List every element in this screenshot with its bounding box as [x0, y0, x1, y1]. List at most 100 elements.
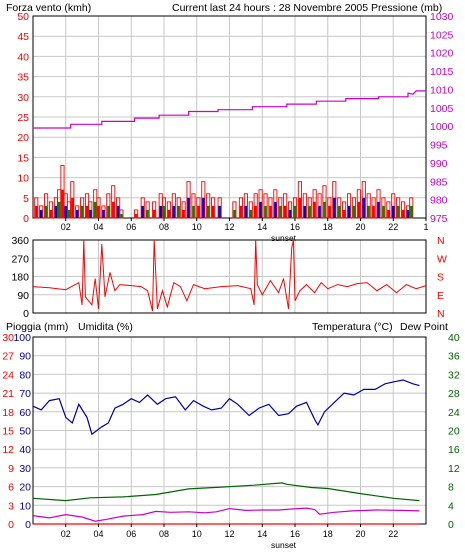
x-tick-label: 20: [355, 529, 365, 539]
y-tick-label: 25: [17, 112, 29, 124]
y-tick-label: 6: [8, 482, 14, 494]
wind-avg-bar: [372, 205, 375, 218]
y-tick-label: 1020: [430, 48, 454, 60]
wind-avg-bar: [396, 205, 400, 218]
wind-avg-bar: [401, 209, 405, 218]
y-tick-label: 1025: [430, 29, 454, 41]
compass-label-s: S: [437, 272, 444, 284]
y-tick-label: 15: [17, 152, 29, 164]
y-tick-label: 24: [448, 407, 460, 419]
wind-avg-bar: [116, 205, 120, 218]
compass-label-n: N: [437, 308, 445, 320]
wind-avg-bar: [333, 197, 336, 218]
wind-avg-bar: [187, 197, 190, 218]
wind-avg-bar: [192, 205, 195, 218]
y-tick-label: 30: [19, 463, 31, 475]
wind-avg-bar: [377, 201, 380, 218]
wind-avg-bar: [202, 197, 205, 218]
y-tick-label: 24: [2, 369, 14, 381]
direction-line: [32, 239, 427, 312]
y-tick-label: 45: [17, 31, 29, 43]
bottom-ticks: 0369121518212427300102030405060708090100…: [2, 332, 460, 531]
wind-avg-bar: [152, 209, 156, 218]
x-tick-label: 10: [192, 529, 202, 539]
y-tick-label: 50: [17, 11, 29, 23]
y-tick-label: 0: [448, 519, 454, 531]
wind-avg-bar: [162, 205, 166, 218]
x-tick-label: 04: [93, 222, 103, 232]
y-tick-label: 90: [19, 351, 31, 363]
wind-avg-bar: [382, 205, 385, 218]
x-tick-label: 08: [159, 222, 169, 232]
compass-label-w: W: [437, 253, 447, 265]
wind-avg-bar: [254, 205, 257, 218]
wind-avg-bar: [207, 205, 210, 218]
wind-avg-bar: [410, 205, 413, 218]
y-tick-label: 32: [448, 369, 460, 381]
top-panel: Forza vento (kmh) Current last 24 hours …: [6, 2, 454, 243]
bottom-grid: [32, 336, 427, 525]
wind-avg-bar: [172, 205, 176, 218]
y-tick-label: 1000: [430, 121, 454, 133]
y-tick-label: 1005: [430, 103, 454, 115]
wind-avg-bar: [406, 209, 410, 218]
y-tick-label: 985: [430, 176, 448, 188]
wind-avg-bar: [64, 205, 67, 218]
wind-avg-bar: [107, 205, 110, 218]
wind-avg-bar: [58, 201, 61, 218]
mid-ticks: 0 90 180 270 360: [11, 235, 29, 320]
x-tick-label: 06: [126, 222, 136, 232]
y-tick-label: 90: [17, 290, 29, 302]
y-tick-label: 21: [2, 388, 14, 400]
humidity-label: Umidita (%): [78, 321, 133, 333]
y-tick-label: 980: [430, 195, 448, 207]
y-tick-label: 995: [430, 140, 448, 152]
wind-avg-bar: [44, 205, 48, 218]
y-tick-label: 15: [2, 426, 14, 438]
y-tick-label: 28: [448, 388, 460, 400]
wind-speed-label: Forza vento (kmh): [6, 2, 91, 14]
bottom-panel: Pioggia (mm) Umidita (%) Temperatura (°C…: [2, 321, 460, 550]
y-tick-label: 12: [2, 444, 14, 456]
wind-avg-bar: [94, 201, 97, 218]
wind-avg-bar: [134, 213, 138, 218]
x-tick-label: 22: [388, 529, 398, 539]
wind-avg-bar: [89, 209, 92, 218]
y-tick-label: 975: [430, 213, 448, 225]
wind-avg-bar: [269, 205, 272, 218]
x-tick-label: 22: [388, 222, 398, 232]
wind-avg-bar: [283, 205, 287, 218]
y-tick-label: 40: [19, 444, 31, 456]
y-tick-label: 30: [17, 92, 29, 104]
x-tick-label: 20: [355, 222, 365, 232]
wind-avg-bar: [279, 205, 282, 218]
y-tick-label: 60: [19, 407, 31, 419]
wind-avg-bar: [347, 205, 351, 218]
y-tick-label: 360: [11, 235, 29, 247]
x-tick-label: 08: [159, 529, 169, 539]
wind-avg-bar: [288, 209, 292, 218]
wind-avg-bar: [298, 197, 302, 218]
wind-avg-bar: [342, 209, 346, 218]
wind-avg-bar: [233, 209, 236, 218]
wind-avg-bar: [274, 201, 277, 218]
wind-avg-bar: [392, 205, 395, 218]
wind-avg-bar: [308, 205, 311, 218]
wind-avg-bar: [197, 205, 200, 218]
top-x-ticks: 02 04 06 08 10 12 14 16 18 20 22 1: [61, 218, 429, 232]
sunset-marker-bottom: sunset: [271, 540, 297, 550]
y-tick-label: 990: [430, 158, 448, 170]
y-tick-label: 5: [23, 193, 29, 205]
bottom-series: [32, 379, 420, 525]
x-tick-label: 02: [61, 222, 71, 232]
sunset-marker-top: sunset: [271, 233, 297, 243]
wind-avg-bar: [264, 205, 267, 218]
y-tick-label: 16: [448, 444, 460, 456]
rain-label: Pioggia (mm): [6, 321, 68, 333]
wind-avg-bar: [328, 205, 331, 218]
y-tick-label: 40: [448, 332, 460, 344]
wind-avg-bar: [293, 205, 297, 218]
wind-avg-bar: [239, 205, 243, 218]
